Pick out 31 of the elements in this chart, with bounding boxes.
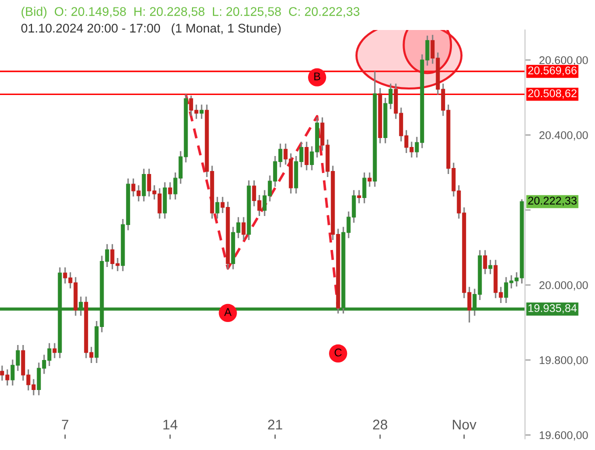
annotation: A bbox=[224, 308, 232, 316]
chart-title: (Bid) O: 20.149,58 H: 20.228,58 L: 20.125,58 C: 20.222,33 bbox=[22, 6, 360, 18]
y-tick-label: 20.600,00 bbox=[539, 56, 588, 66]
candlestick bbox=[168, 182, 172, 200]
ref-line-label: 20.508,62 bbox=[528, 89, 576, 99]
candlestick bbox=[215, 196, 220, 220]
candlestick bbox=[200, 104, 204, 120]
ref-line-label: 20.569,66 bbox=[528, 66, 577, 76]
candlestick bbox=[368, 172, 372, 188]
candlestick bbox=[142, 168, 146, 202]
x-tick-label: Nov bbox=[452, 420, 476, 430]
annotation: C bbox=[334, 348, 342, 356]
candlestick bbox=[362, 172, 366, 204]
y-tick-label: 19.600,00 bbox=[540, 431, 588, 440]
candlestick bbox=[52, 342, 57, 359]
chart-subtitle: 01.10.2024 20:00 - 17:00 (1 Monat, 1 Stunde) bbox=[21, 23, 281, 36]
candlestick bbox=[483, 249, 488, 275]
x-tick-label: 14 bbox=[163, 420, 178, 430]
candlestick bbox=[488, 259, 492, 275]
x-tick-label: 28 bbox=[373, 420, 388, 430]
x-tick-label: 7 bbox=[62, 420, 68, 430]
y-tick-label: 19.800,00 bbox=[540, 356, 588, 366]
annotation: B bbox=[314, 72, 320, 80]
ref-line-label: 19.935,84 bbox=[528, 304, 577, 314]
candlestick bbox=[304, 141, 309, 171]
candlestick bbox=[242, 216, 246, 241]
y-tick-label: 20.000,00 bbox=[539, 281, 588, 290]
y-tick-label: 20.400,00 bbox=[539, 131, 588, 140]
x-tick-label: 21 bbox=[268, 420, 282, 430]
candlestick bbox=[357, 189, 362, 204]
text: 20.222,33 bbox=[528, 196, 577, 206]
